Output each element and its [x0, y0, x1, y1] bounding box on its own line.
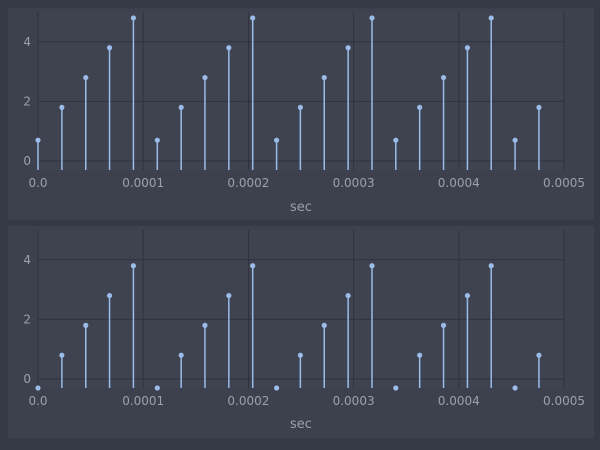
stem-marker [393, 385, 399, 391]
stem-marker [488, 15, 494, 21]
stem-marker [83, 74, 89, 81]
x-tick-label: 0.0001 [122, 394, 164, 408]
stem-marker [488, 263, 494, 269]
stem-marker [345, 292, 351, 299]
x-tick-label: 0.0 [28, 176, 47, 190]
stem-marker [536, 352, 542, 358]
y-tick-labels-2: 0 2 4 [23, 253, 31, 386]
x-tick-label: 0.0003 [333, 394, 375, 408]
stem-marker [226, 45, 232, 51]
y-tick-label: 0 [23, 154, 31, 168]
stem-marker [440, 322, 447, 328]
stem-marker [512, 385, 518, 391]
stem-marker [297, 104, 303, 110]
stem-marker [464, 45, 471, 51]
chart-panel-2: 0 2 4 0.0 0.0001 0.0002 0.0003 0.0004 0.0005 se… [8, 226, 594, 438]
stem-marker [59, 104, 65, 110]
stem-marker [83, 322, 89, 328]
y-tick-label: 4 [23, 35, 31, 49]
y-tick-label: 4 [23, 253, 31, 267]
stem-marker [393, 137, 399, 143]
x-tick-label: 0.0002 [227, 394, 269, 408]
stem-marker [512, 137, 518, 143]
stem-marker [226, 292, 232, 299]
y-tick-label: 2 [23, 94, 31, 108]
x-axis-label-2: sec [290, 417, 312, 432]
stem-marker [130, 15, 137, 21]
stem-marker [536, 104, 542, 110]
x-tick-label: 0.0005 [543, 394, 585, 408]
stem-marker [273, 385, 280, 391]
stem-marker [35, 385, 41, 391]
y-tick-label: 0 [23, 372, 31, 386]
stem-marker [178, 352, 184, 358]
grid-lines-1 [37, 12, 565, 170]
x-tick-label: 0.0003 [333, 176, 375, 190]
stem-marker [106, 45, 113, 51]
x-tick-label: 0.0004 [438, 176, 480, 190]
chart-panel-1: 0 2 4 0.0 0.0001 0.0002 0.0003 0.0004 0.0005 se… [8, 8, 594, 220]
stem-marker [273, 137, 280, 143]
stem-marker [250, 15, 256, 21]
stem-marker [154, 385, 160, 391]
stem-marker [202, 322, 208, 328]
x-tick-labels-2: 0.0 0.0001 0.0002 0.0003 0.0004 0.0005 [28, 394, 585, 408]
stem-marker [369, 263, 375, 269]
stem-marker [417, 352, 423, 358]
x-tick-label: 0.0 [28, 394, 47, 408]
x-tick-label: 0.0005 [543, 176, 585, 190]
x-axis-label-1: sec [290, 200, 312, 215]
stem-marker [440, 74, 447, 81]
stem-marker [321, 322, 327, 328]
stem-marker [297, 352, 303, 358]
stem-marker [417, 104, 423, 110]
stem-marker [202, 74, 208, 81]
y-tick-labels-1: 0 2 4 [23, 35, 31, 168]
stem-marker [130, 263, 137, 269]
stems-1 [35, 15, 542, 170]
stem-marker [250, 263, 256, 269]
x-tick-label: 0.0002 [227, 176, 269, 190]
stem-marker [59, 352, 65, 358]
stem-marker [106, 292, 113, 299]
y-tick-label: 2 [23, 312, 31, 326]
stem-marker [345, 45, 351, 51]
x-tick-label: 0.0004 [438, 394, 480, 408]
stems-2 [35, 263, 542, 391]
x-tick-labels-1: 0.0 0.0001 0.0002 0.0003 0.0004 0.0005 [28, 176, 585, 190]
stem-marker [154, 137, 160, 143]
stem-marker [369, 15, 375, 21]
stem-marker [321, 74, 327, 81]
stem-marker [35, 137, 41, 143]
x-tick-label: 0.0001 [122, 176, 164, 190]
stem-marker [178, 104, 184, 110]
stem-marker [464, 292, 471, 299]
